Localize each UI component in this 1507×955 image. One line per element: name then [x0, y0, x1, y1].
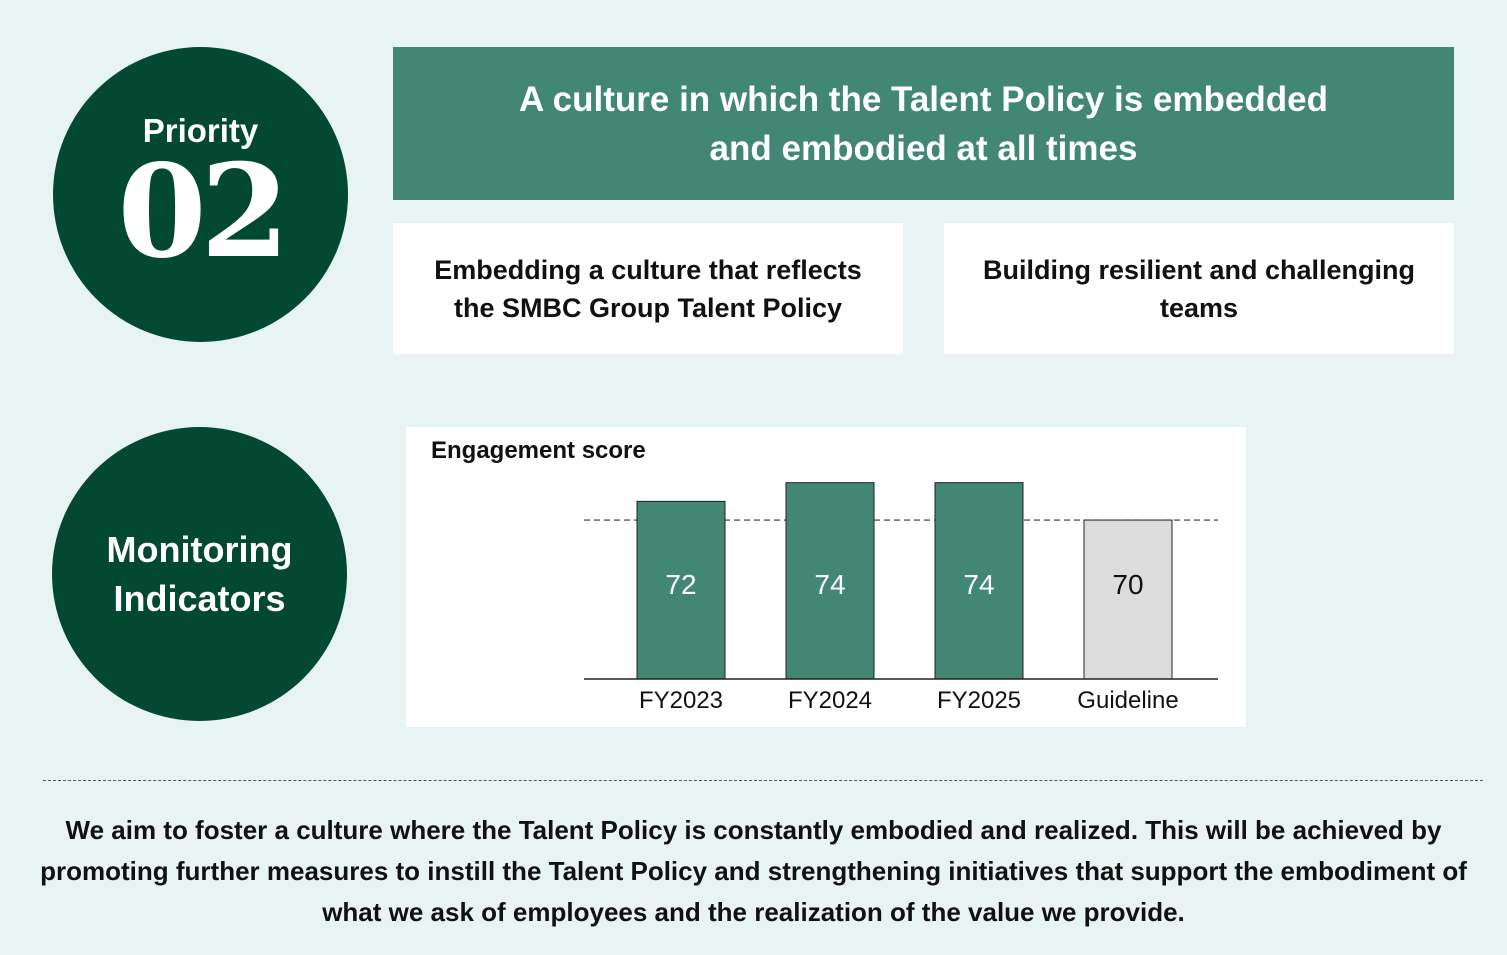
- x-tick-label: Guideline: [1077, 687, 1178, 714]
- bar-guideline: [1083, 519, 1173, 680]
- bar-value-label: 74: [814, 569, 845, 600]
- x-tick-label: FY2024: [788, 687, 872, 714]
- priority-number: 02: [117, 136, 289, 287]
- bar-fy2024: [785, 482, 875, 680]
- pillar-box-culture: Embedding a culture that reflects the SM…: [393, 223, 903, 354]
- bar-fy2025: [934, 482, 1024, 680]
- headline-banner: A culture in which the Talent Policy is …: [393, 47, 1454, 200]
- bar-value-label: 72: [665, 569, 696, 600]
- bar-fy2023: [636, 500, 726, 680]
- priority-label: Priority: [142, 111, 259, 149]
- summary-text: We aim to foster a culture where the Tal…: [40, 815, 1467, 927]
- engagement-chart-panel: Engagement score 72 FY2023 74 FY2024 74 FY202…: [406, 427, 1246, 727]
- priority-badge: Priority 02: [53, 47, 348, 342]
- monitoring-indicators-label: Monitoring Indicators: [106, 529, 293, 619]
- x-tick-label: FY2025: [937, 687, 1021, 714]
- section-divider: [43, 780, 1483, 781]
- pillar-box-teams: Building resilient and challenging teams: [944, 223, 1454, 354]
- bar-value-label: 70: [1112, 569, 1143, 600]
- engagement-bar-chart: 72 FY2023 74 FY2024 74 FY2025 70 Guideline: [584, 482, 1218, 714]
- x-tick-label: FY2023: [639, 687, 723, 714]
- chart-title: Engagement score: [431, 437, 646, 464]
- bar-value-label: 74: [963, 569, 994, 600]
- monitoring-indicators-badge: Monitoring Indicators: [52, 427, 347, 721]
